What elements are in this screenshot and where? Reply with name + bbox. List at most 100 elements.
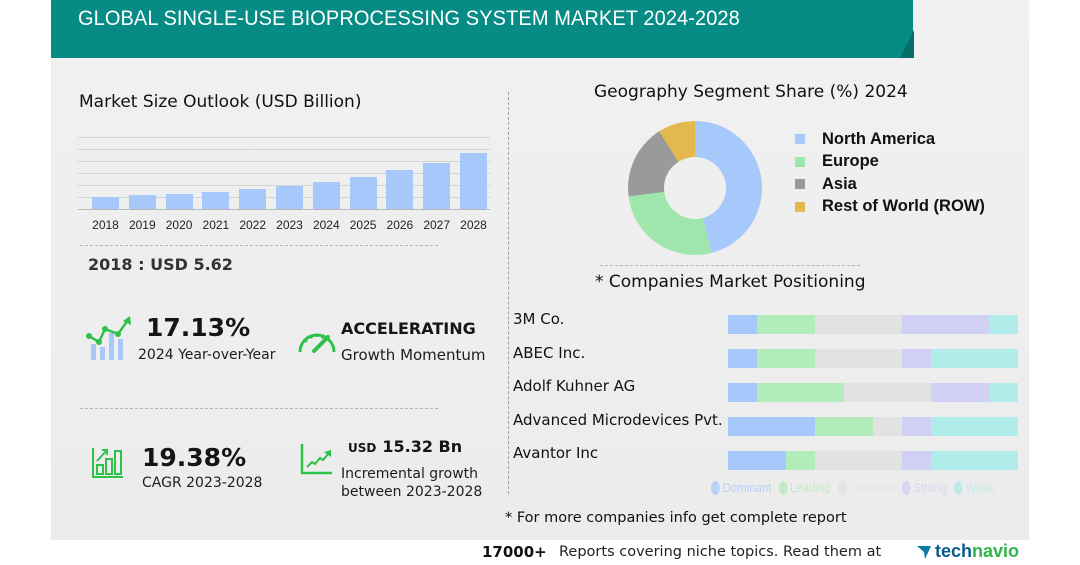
cagr-value: 19.38%	[142, 443, 247, 472]
segment-leading	[757, 349, 815, 368]
legend-item: Rest of World (ROW)	[795, 197, 985, 217]
legend-swatch	[795, 179, 805, 189]
legend-swatch	[795, 134, 805, 144]
segment-tentative	[815, 451, 902, 470]
legend-item: Europe	[795, 152, 879, 172]
base-year-value: 2018 : USD 5.62	[88, 255, 233, 274]
company-position-bar	[728, 349, 1018, 368]
x-axis-label: 2025	[349, 218, 377, 232]
segment-tentative	[815, 349, 902, 368]
company-name: Adolf Kuhner AG	[513, 377, 636, 395]
brand-tech: tech	[935, 541, 973, 561]
x-axis-label: 2026	[386, 218, 414, 232]
segment-strong	[902, 451, 931, 470]
x-axis-label: 2021	[202, 218, 230, 232]
footer	[0, 540, 1080, 565]
segment-strong	[931, 383, 989, 402]
legend-item: North America	[795, 129, 935, 149]
bar-2019	[128, 195, 156, 209]
segment-leading	[757, 383, 844, 402]
bar-growth-icon	[92, 447, 124, 483]
legend-swatch	[795, 201, 805, 212]
segment-dominant	[728, 315, 757, 334]
segment-weak	[931, 349, 1018, 368]
incremental-label-line1: Incremental growth	[341, 466, 479, 482]
x-axis-label: 2018	[92, 218, 119, 232]
growth-chart-icon	[86, 316, 134, 366]
header-banner	[51, 0, 913, 58]
segment-strong	[902, 315, 989, 334]
positioning-legend-item: Tentative	[837, 480, 895, 495]
footer-text: Reports covering niche topics. Read them…	[559, 544, 882, 560]
market-size-bar-chart	[78, 137, 490, 210]
legend-label: Asia	[822, 174, 857, 193]
legend-label: Leading	[789, 480, 831, 495]
segment-weak	[989, 315, 1018, 334]
x-axis-label: 2027	[423, 218, 451, 232]
bar-2021	[202, 192, 230, 209]
segment-dominant	[728, 349, 757, 368]
legend-label: Europe	[822, 152, 879, 170]
x-axis-line	[78, 209, 490, 210]
gridline	[78, 161, 490, 162]
bar-2020	[165, 194, 193, 209]
divider	[80, 245, 438, 246]
legend-dot	[837, 480, 847, 495]
incremental-amount: 15.32 Bn	[382, 437, 463, 456]
legend-label: Rest of World (ROW)	[822, 197, 985, 215]
segment-dominant	[728, 451, 786, 470]
companies-title: * Companies Market Positioning	[595, 272, 866, 292]
legend-dot	[954, 480, 963, 495]
geography-title: Geography Segment Share (%) 2024	[594, 82, 908, 102]
company-position-bar	[728, 451, 1018, 470]
segment-dominant	[728, 383, 757, 402]
brand-navio: navio	[972, 541, 1020, 561]
legend-swatch	[795, 156, 805, 167]
positioning-legend: Dominant Leading Tentative Strong Weak	[711, 480, 1002, 495]
segment-tentative	[815, 315, 902, 334]
divider	[600, 265, 860, 266]
legend-label: North America	[822, 129, 936, 148]
segment-tentative	[873, 417, 902, 436]
company-name: 3M Co.	[513, 310, 565, 328]
reports-count: 17000+	[482, 543, 547, 561]
bar-2025	[349, 177, 377, 209]
positioning-legend-item: Weak	[954, 480, 995, 495]
bar-2022	[239, 189, 267, 209]
companies-footnote: * For more companies info get complete r…	[505, 510, 847, 526]
bar-2023	[276, 186, 303, 209]
bar-2027	[423, 163, 451, 209]
segment-strong	[902, 417, 931, 436]
infographic-background	[51, 0, 1029, 540]
momentum-value: ACCELERATING	[341, 319, 476, 338]
segment-weak	[931, 417, 1018, 436]
company-name: ABEC Inc.	[513, 343, 586, 362]
x-axis-label: 2023	[276, 218, 303, 232]
bar-2026	[386, 170, 414, 209]
positioning-legend-item: Dominant	[711, 480, 771, 495]
bar-2028	[460, 153, 487, 209]
legend-dot	[778, 480, 788, 495]
company-position-bar	[728, 315, 1018, 334]
x-axis-label: 2028	[460, 218, 487, 232]
technavio-logo[interactable]: tech navio	[916, 541, 1019, 562]
gridline	[78, 173, 490, 174]
company-position-bar	[728, 383, 1018, 402]
yoy-label: 2024 Year-over-Year	[138, 347, 276, 363]
legend-label: Strong	[913, 480, 948, 495]
segment-dominant	[728, 417, 815, 436]
cagr-label: CAGR 2023-2028	[142, 475, 263, 491]
momentum-label: Growth Momentum	[341, 346, 486, 364]
positioning-legend-item: Leading	[778, 480, 831, 495]
company-name: Avantor Inc	[513, 444, 599, 462]
yoy-value: 17.13%	[146, 313, 251, 342]
header-fold	[900, 30, 914, 58]
gridline	[78, 149, 490, 150]
company-name: Advanced Microdevices Pvt.	[513, 410, 723, 429]
gridline	[78, 185, 490, 186]
gridline	[78, 137, 490, 138]
legend-label: Tentative	[849, 480, 895, 495]
x-axis-label: 2020	[165, 218, 193, 232]
legend-dot	[711, 480, 720, 495]
x-axis-label: 2024	[312, 218, 340, 232]
